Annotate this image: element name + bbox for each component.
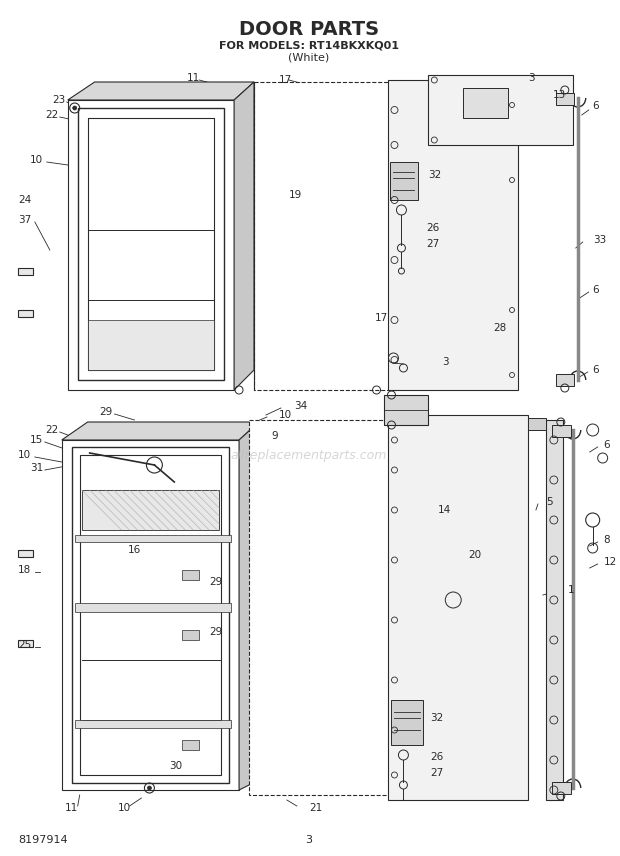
Text: 17: 17 (279, 75, 292, 85)
Polygon shape (254, 82, 399, 390)
Polygon shape (546, 420, 563, 800)
Text: 27: 27 (430, 768, 443, 778)
Text: 29: 29 (209, 627, 223, 637)
Circle shape (148, 786, 151, 790)
Text: 22: 22 (45, 110, 58, 120)
Text: 34: 34 (294, 401, 307, 411)
Text: 8197914: 8197914 (18, 835, 68, 845)
Polygon shape (463, 88, 508, 118)
Polygon shape (18, 268, 33, 275)
Text: 10: 10 (279, 410, 292, 420)
Text: 29: 29 (100, 407, 113, 417)
Text: 10: 10 (30, 155, 43, 165)
Text: 25: 25 (18, 640, 31, 650)
Circle shape (73, 106, 77, 110)
Polygon shape (87, 118, 214, 370)
Text: 6: 6 (593, 285, 600, 295)
Text: 32: 32 (428, 170, 441, 180)
Text: 11: 11 (64, 803, 78, 813)
Polygon shape (239, 422, 259, 790)
Text: 10: 10 (118, 803, 131, 813)
Polygon shape (249, 420, 399, 795)
Polygon shape (384, 395, 428, 425)
Polygon shape (391, 700, 423, 745)
Polygon shape (68, 100, 234, 390)
Text: 1: 1 (568, 585, 574, 595)
Text: 29: 29 (209, 577, 223, 587)
Text: 12: 12 (604, 557, 617, 567)
Text: 17: 17 (374, 313, 388, 323)
Text: 28: 28 (493, 323, 507, 333)
Text: 14: 14 (438, 505, 451, 515)
Text: 21: 21 (309, 803, 322, 813)
Text: 3: 3 (528, 73, 534, 83)
Text: 10: 10 (18, 450, 31, 460)
Text: 6: 6 (593, 365, 600, 375)
Polygon shape (389, 80, 518, 390)
Text: 6: 6 (604, 440, 610, 450)
Text: 16: 16 (128, 545, 141, 555)
Text: 5: 5 (546, 497, 552, 507)
Text: 30: 30 (169, 761, 182, 771)
Polygon shape (182, 740, 199, 750)
Polygon shape (74, 720, 231, 728)
Text: 11: 11 (187, 73, 200, 83)
Polygon shape (74, 535, 231, 542)
Text: 8: 8 (604, 535, 610, 545)
Text: 15: 15 (30, 435, 43, 445)
Polygon shape (18, 310, 33, 317)
Polygon shape (182, 570, 199, 580)
Text: 18: 18 (18, 565, 31, 575)
Polygon shape (528, 418, 546, 430)
Text: 13: 13 (553, 90, 566, 100)
Polygon shape (552, 425, 571, 437)
Polygon shape (62, 422, 259, 440)
Polygon shape (556, 374, 574, 386)
Text: 27: 27 (427, 239, 440, 249)
Text: 20: 20 (468, 550, 481, 560)
Text: 32: 32 (430, 713, 443, 723)
Text: 6: 6 (593, 101, 600, 111)
Text: 33: 33 (593, 235, 606, 245)
Polygon shape (62, 440, 239, 790)
Polygon shape (87, 320, 214, 370)
Text: 26: 26 (427, 223, 440, 233)
Polygon shape (552, 782, 571, 794)
Polygon shape (68, 82, 254, 100)
Polygon shape (391, 162, 419, 200)
Text: 19: 19 (289, 190, 302, 200)
Text: 24: 24 (18, 195, 31, 205)
Text: 3: 3 (305, 835, 312, 845)
Polygon shape (428, 75, 573, 145)
Polygon shape (18, 550, 33, 557)
Text: FOR MODELS: RT14BKXKQ01: FOR MODELS: RT14BKXKQ01 (219, 40, 399, 50)
Text: 3: 3 (442, 357, 449, 367)
Text: (White): (White) (288, 52, 329, 62)
Polygon shape (234, 82, 254, 390)
Text: 23: 23 (52, 95, 65, 105)
Text: DOOR PARTS: DOOR PARTS (239, 20, 379, 39)
Polygon shape (556, 93, 574, 105)
Polygon shape (18, 640, 33, 647)
Polygon shape (389, 415, 528, 800)
Text: 9: 9 (271, 431, 278, 441)
Polygon shape (182, 630, 199, 640)
Polygon shape (82, 490, 219, 530)
Text: allreplacementparts.com: allreplacementparts.com (231, 449, 387, 461)
Polygon shape (80, 455, 221, 775)
Text: 37: 37 (18, 215, 31, 225)
Text: 31: 31 (30, 463, 43, 473)
Text: 22: 22 (45, 425, 58, 435)
Text: 26: 26 (430, 752, 443, 762)
Polygon shape (74, 603, 231, 612)
